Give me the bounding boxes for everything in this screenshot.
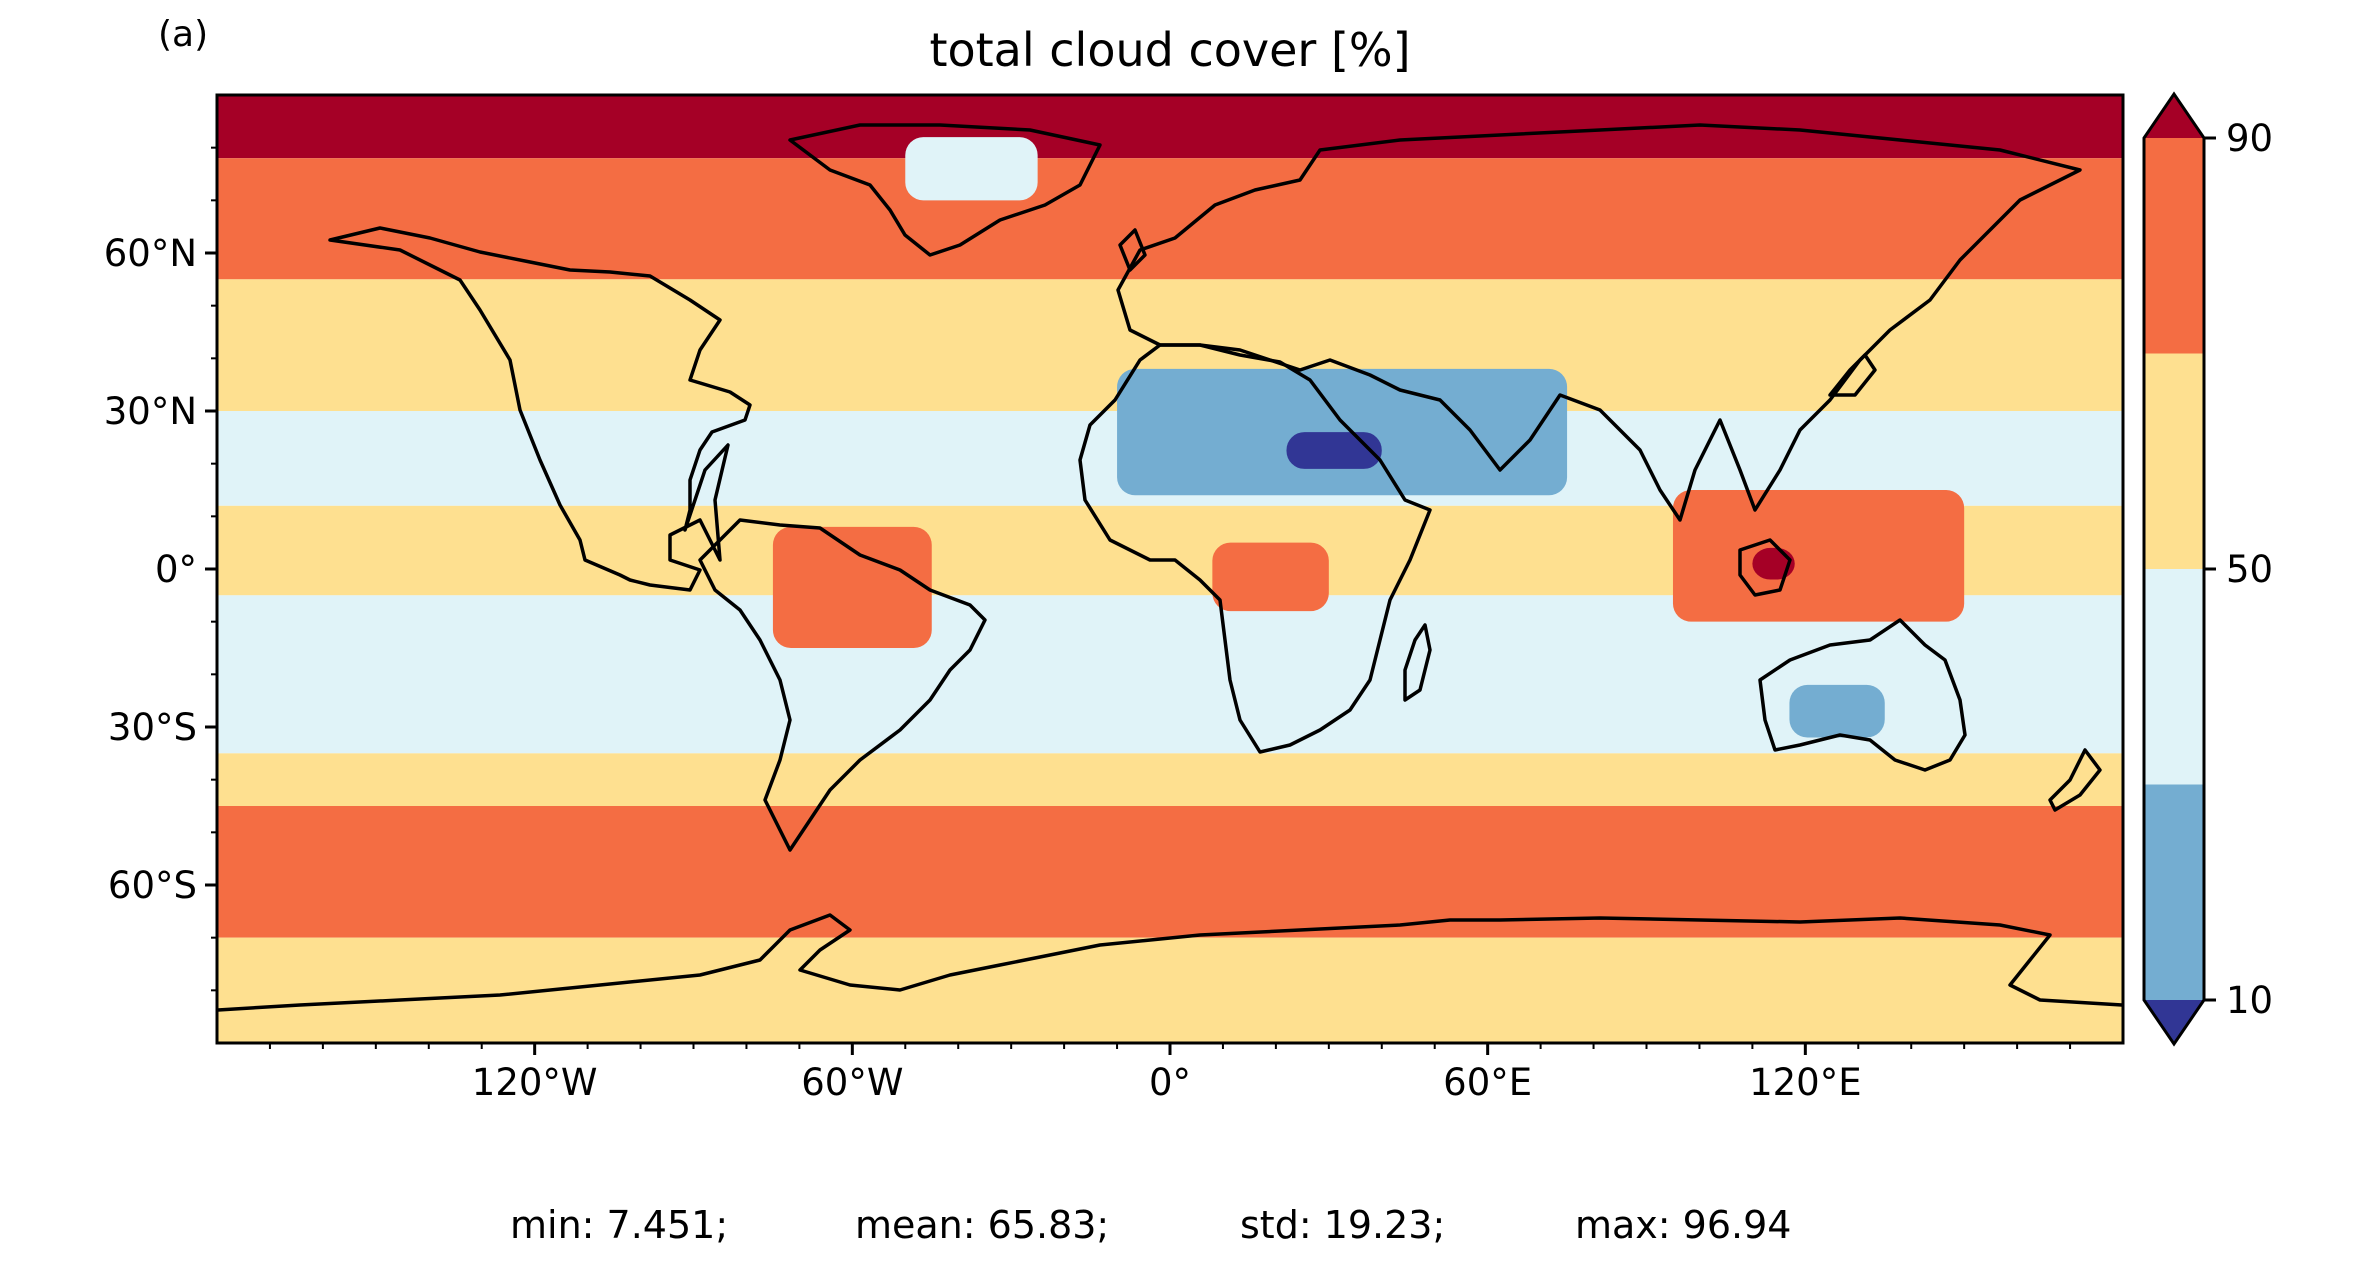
panel-label: (a) (158, 14, 208, 55)
chart-title: total cloud cover [%] (929, 23, 1410, 77)
colorbar-tick-label: 90 (2226, 117, 2273, 160)
coastline-greenland (788, 123, 1102, 257)
lat-tick-label: 0° (155, 548, 197, 591)
stat-mean: mean: 65.83; (855, 1203, 1109, 1247)
lat-tick-label: 60°N (104, 232, 197, 275)
colorbar-segment (2144, 353, 2204, 569)
cloud-zone-band (217, 95, 2123, 159)
colorbar-over-triangle (2144, 94, 2204, 138)
coastline-eurasia (1116, 123, 2082, 522)
colorbar-tick-label: 50 (2226, 548, 2273, 591)
coastline-north-america (328, 226, 752, 592)
cloud-zone-band (217, 279, 2123, 332)
lon-tick-label: 0° (1149, 1061, 1191, 1104)
colorbar-segment (2144, 784, 2204, 1000)
stat-min: min: 7.451; (510, 1203, 728, 1247)
cloud-region (905, 137, 1038, 201)
cloud-zone-band (217, 937, 2123, 1043)
coastline-africa (1078, 343, 1432, 754)
lon-tick-label: 60°W (801, 1061, 903, 1104)
lon-tick-label: 120°E (1749, 1061, 1862, 1104)
lat-tick-label: 30°S (108, 706, 197, 749)
cloud-region (1672, 490, 1965, 622)
lat-tick-label: 60°S (108, 864, 197, 907)
coastlines (217, 123, 2123, 1012)
colorbar-segment (2144, 569, 2204, 785)
colorbar-segment (2144, 138, 2204, 354)
coastline-borneo (1738, 538, 1792, 597)
cloud-zone-band (217, 806, 2123, 938)
coastline-uk (1118, 228, 1147, 272)
map-axes: 120°W 60°W 0° 60°E 120°E 60°N 30°N 0° 30°S 60°S (104, 146, 2072, 1104)
cloud-region (1789, 684, 1885, 738)
coastline-madagascar (1403, 623, 1432, 702)
coastline-japan (1828, 353, 1877, 397)
coastline-antarctica (217, 913, 2123, 1012)
cloud-region (1212, 542, 1329, 612)
cloud-zone-band (217, 158, 2123, 280)
cloud-zone-band (217, 753, 2123, 806)
colorbar-under-triangle (2144, 1000, 2204, 1044)
stat-std: std: 19.23; (1240, 1203, 1445, 1247)
statistics: min: 7.451; mean: 65.83; std: 19.23; max… (510, 1203, 1791, 1247)
stat-max: max: 96.94 (1575, 1203, 1791, 1247)
lon-tick-label: 60°E (1443, 1061, 1532, 1104)
coastline-new-zealand (2048, 748, 2102, 812)
lat-tick-label: 30°N (104, 390, 197, 433)
cloud-region (1286, 432, 1382, 469)
cloud-region (1117, 368, 1568, 496)
colorbar-tick-label: 10 (2226, 979, 2273, 1022)
coastline-australia (1758, 618, 1967, 772)
cloud-cover-map (217, 95, 2123, 1043)
cloud-region (772, 526, 932, 648)
lon-tick-label: 120°W (472, 1061, 598, 1104)
colorbar: 90 50 10 (2142, 91, 2273, 1047)
coastline-south-america (698, 518, 987, 852)
